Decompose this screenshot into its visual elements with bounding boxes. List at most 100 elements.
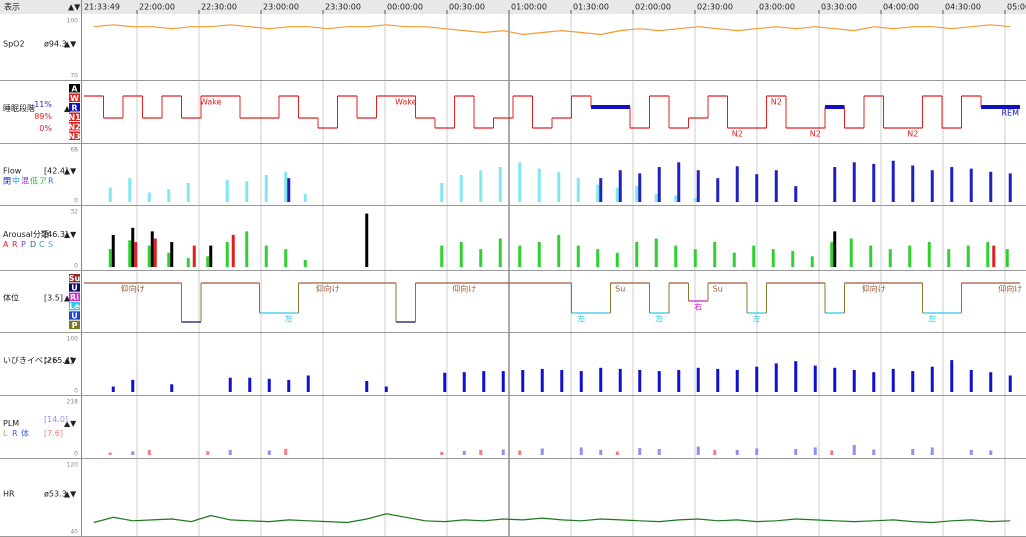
- stage-annotation: REM: [1001, 109, 1019, 118]
- level-box: [69, 311, 80, 320]
- track-arrows[interactable]: ▲▼: [64, 230, 77, 239]
- event-bar: [969, 168, 973, 202]
- event-bar: [518, 450, 522, 455]
- event-bar: [225, 242, 229, 267]
- event-bar: [852, 444, 856, 455]
- legend-item: ア: [39, 177, 47, 186]
- event-bar: [111, 234, 115, 267]
- event-bar: [810, 256, 814, 267]
- event-bar: [950, 167, 954, 202]
- event-bar: [284, 249, 288, 267]
- event-bar: [128, 178, 132, 202]
- header-arrows[interactable]: ▲▼: [68, 3, 81, 12]
- plm-stat: [7.6]: [44, 429, 63, 438]
- event-bar: [501, 371, 505, 392]
- track-arrows[interactable]: ▲▼: [64, 167, 77, 176]
- track-stat: [265.4]: [44, 356, 73, 365]
- event-bar: [579, 447, 583, 455]
- time-label: 23:00:00: [263, 3, 299, 12]
- time-label: 03:30:00: [821, 3, 857, 12]
- event-bar: [969, 370, 973, 392]
- event-bar: [852, 162, 856, 202]
- event-bar: [540, 368, 544, 392]
- level-label: U: [71, 284, 78, 293]
- time-label: 22:30:00: [201, 3, 237, 12]
- track-label[interactable]: HR: [3, 490, 15, 499]
- event-bar: [209, 245, 213, 267]
- event-bar: [830, 242, 834, 267]
- track-label[interactable]: 体位: [3, 293, 19, 303]
- event-bar: [192, 245, 196, 267]
- track-label[interactable]: SpO2: [3, 40, 25, 49]
- menu[interactable]: 表示: [4, 2, 20, 12]
- position-annotation: 左: [753, 314, 761, 324]
- legend-item: 中: [12, 176, 20, 186]
- track-label[interactable]: いびきイベント: [3, 356, 59, 365]
- event-bar: [755, 174, 759, 202]
- event-bar: [615, 451, 619, 455]
- track-arrows[interactable]: ▲▼: [64, 356, 77, 365]
- level-label: Le: [69, 302, 80, 311]
- event-bar: [927, 242, 931, 267]
- spo2-line: [93, 24, 1011, 36]
- level-label: Ri: [70, 293, 79, 302]
- event-bar: [735, 449, 739, 455]
- track-arrows[interactable]: ▲▼: [64, 490, 77, 499]
- position-annotation: 左: [285, 314, 293, 324]
- event-bar: [1008, 173, 1012, 202]
- event-bar: [599, 449, 603, 455]
- event-bar: [986, 242, 990, 267]
- position-annotation: 仰向け: [452, 284, 476, 294]
- event-bar: [443, 372, 447, 392]
- level-label: N3: [68, 132, 80, 141]
- track-arrows[interactable]: ▲▼: [64, 419, 77, 428]
- legend-item: L: [3, 429, 8, 438]
- event-bar: [911, 448, 915, 455]
- event-bar: [989, 171, 993, 202]
- event-bar: [167, 252, 171, 267]
- event-bar: [654, 238, 658, 267]
- level-box: [69, 320, 80, 329]
- legend-item: A: [3, 240, 9, 249]
- scale-max: 100: [67, 18, 79, 25]
- event-bar: [131, 451, 135, 455]
- position-annotation: 仰向け: [121, 284, 145, 294]
- level-box: [69, 93, 80, 102]
- track-stat: ø53.3: [44, 490, 67, 499]
- level-label: Su: [69, 274, 81, 283]
- event-bar: [228, 449, 232, 455]
- stage-annotation: N2: [771, 98, 782, 107]
- event-bar: [440, 182, 444, 202]
- track-label[interactable]: PLM: [3, 419, 19, 428]
- hr-line: [93, 513, 1011, 524]
- event-bar: [930, 447, 934, 455]
- event-bar: [599, 367, 603, 392]
- event-bar: [537, 242, 541, 267]
- event-bar: [576, 178, 580, 202]
- event-bar: [365, 213, 369, 267]
- level-box: [69, 103, 80, 112]
- track-label[interactable]: Flow: [3, 167, 22, 176]
- event-bar: [1005, 249, 1009, 267]
- event-bar: [657, 371, 661, 392]
- level-box: [69, 122, 80, 131]
- event-bar: [264, 245, 268, 267]
- position-annotation: 仰向け: [316, 284, 340, 294]
- stage-percent: 0%: [39, 124, 52, 133]
- level-box: [69, 302, 80, 311]
- position-annotation: 左: [577, 314, 585, 324]
- track-label[interactable]: Arousal分類: [3, 229, 49, 239]
- event-bar: [462, 450, 466, 455]
- scale-max: 218: [67, 399, 79, 406]
- track-arrows[interactable]: ▲▼: [64, 40, 77, 49]
- event-bar: [732, 252, 736, 267]
- stage-percent: 89%: [34, 112, 52, 121]
- event-bar: [888, 249, 892, 267]
- start-time: 21:33:49: [84, 3, 120, 12]
- event-bar: [638, 173, 642, 202]
- track-label[interactable]: 睡眠段階: [3, 103, 35, 113]
- event-bar: [150, 231, 154, 267]
- time-label: 02:00:00: [635, 3, 671, 12]
- time-label: 02:30:00: [697, 3, 733, 12]
